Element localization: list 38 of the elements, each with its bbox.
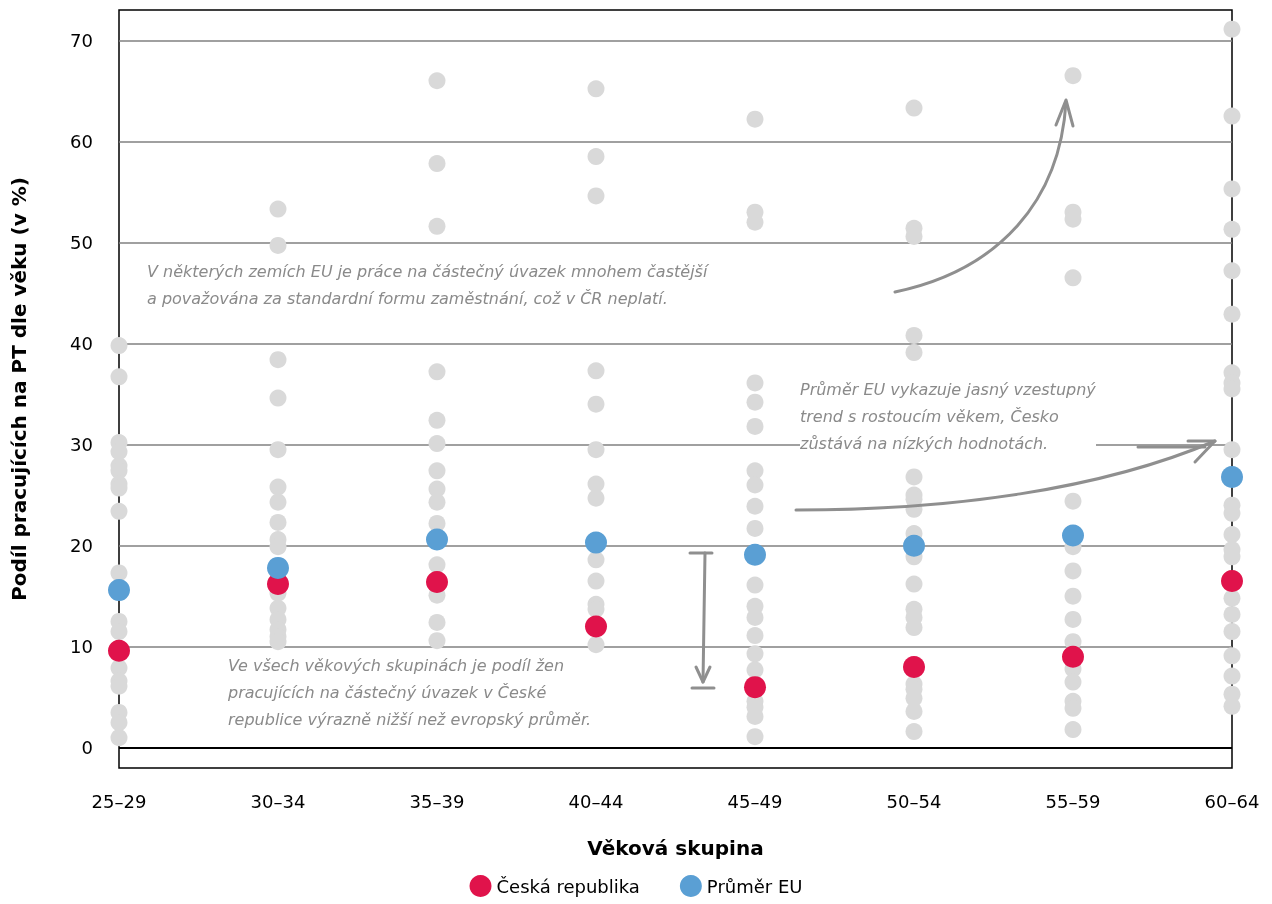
point xyxy=(1062,524,1084,547)
point xyxy=(426,528,448,551)
x-tick-label: 45–49 xyxy=(727,790,783,812)
point xyxy=(585,531,607,554)
x-tick-label: 50–54 xyxy=(886,790,942,812)
x-tick-label: 60–64 xyxy=(1204,790,1260,812)
y-tick-label: 60 xyxy=(70,130,93,152)
y-axis-title: Podíl pracujících na PT dle věku (v %) xyxy=(7,177,31,601)
y-tick-label: 70 xyxy=(70,29,93,51)
x-tick-label: 35–39 xyxy=(409,790,465,812)
point xyxy=(585,615,607,638)
y-tick-label: 30 xyxy=(70,434,93,456)
point xyxy=(744,676,766,699)
annotation: V některých zemích EU je práce na částečný úvazek mnohem častější a považována za standardní formu zaměstnání, což v ČR neplatí. xyxy=(147,258,708,312)
x-axis-title: Věková skupina xyxy=(587,836,764,860)
point xyxy=(1062,645,1084,668)
annotation: Ve všech věkových skupinách je podíl žen pracujících na částečný úvazek v České republice výrazně nižší než evropský průměr. xyxy=(228,652,592,733)
point xyxy=(903,655,925,678)
y-tick-label: 10 xyxy=(70,636,93,658)
y-tick-label: 40 xyxy=(70,333,93,355)
x-tick-label: 30–34 xyxy=(250,790,306,812)
point xyxy=(108,579,130,602)
x-tick-label: 25–29 xyxy=(91,790,147,812)
point xyxy=(1221,465,1243,488)
x-tick-label: 40–44 xyxy=(568,790,624,812)
annotation: Průměr EU vykazuje jasný vzestupný trend s rostoucím věkem, Česko zůstává na nízkých hodnotách. xyxy=(800,376,1096,457)
legend-label: Průměr EU xyxy=(706,875,803,897)
y-tick-label: 0 xyxy=(81,737,93,759)
point xyxy=(903,534,925,557)
y-tick-label: 50 xyxy=(70,231,93,253)
point xyxy=(267,556,289,579)
x-tick-label: 55–59 xyxy=(1045,790,1101,812)
y-tick-label: 20 xyxy=(70,535,93,557)
point xyxy=(108,639,130,662)
point xyxy=(426,571,448,594)
legend-label: Česká republika xyxy=(496,875,640,897)
point xyxy=(744,543,766,566)
point xyxy=(1221,570,1243,593)
